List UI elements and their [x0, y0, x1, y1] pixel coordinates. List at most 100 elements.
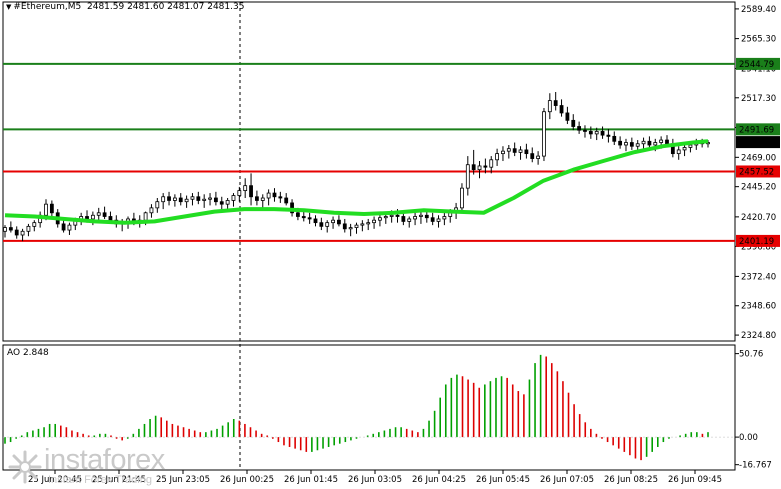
instaforex-logo-icon [8, 450, 42, 484]
y-tick-label: 2469.00 [741, 153, 776, 163]
ohlc-readout: 2481.59 2481.60 2481.07 2481.35 [87, 2, 245, 12]
candle-body [600, 131, 605, 136]
y-tick-label: 2517.30 [741, 94, 776, 104]
y-tick-label: 2372.40 [741, 272, 776, 282]
candle-body [430, 217, 435, 222]
candle-body [401, 216, 406, 222]
candle-body [161, 196, 166, 203]
y-tick-label: 2348.60 [741, 302, 776, 312]
oscillator-title: AO 2.848 [7, 348, 49, 358]
candle-body [489, 159, 494, 168]
x-tick-label: 26 Jun 00:25 [220, 475, 274, 485]
candle-body [167, 196, 171, 201]
watermark: instaforex Instant Forex Trading [8, 444, 180, 488]
oscillator-pane-frame [2, 344, 736, 471]
candle-body [348, 227, 353, 230]
price-level-tag [736, 165, 780, 178]
candle-body [583, 129, 587, 132]
candle-body [278, 196, 283, 199]
watermark-brand: instaforex [44, 444, 165, 476]
candle-body [501, 150, 505, 155]
candle-body [313, 218, 318, 224]
price-level-label: 2457.52 [739, 167, 774, 177]
x-tick-label: 26 Jun 07:05 [540, 475, 594, 485]
candle-body [606, 134, 611, 137]
candle-body [588, 131, 593, 135]
candle-body [389, 214, 394, 217]
candle-body [354, 224, 359, 228]
candle-body [243, 185, 248, 192]
candle-body [61, 223, 66, 231]
candle-body [44, 203, 48, 216]
candle-body [682, 147, 687, 151]
candle-body [143, 212, 148, 221]
candle-body [202, 198, 207, 201]
candle-body [67, 224, 72, 231]
ao-y-tick-label: 50.76 [739, 350, 763, 360]
candle-body [184, 198, 189, 203]
candle-body [90, 214, 95, 220]
candle-body [530, 153, 535, 159]
candle-body [524, 149, 529, 155]
x-tick-label: 26 Jun 09:45 [668, 475, 722, 485]
candle-body [665, 139, 669, 145]
current-price-tag [736, 136, 780, 149]
candle-body [225, 200, 230, 205]
candle-body [272, 192, 277, 198]
candle-body [612, 135, 617, 142]
candle-body [424, 214, 429, 219]
y-tick-label: 2589.40 [741, 5, 776, 15]
candle-body [213, 197, 218, 203]
candle-body [331, 219, 335, 224]
candle-body [26, 225, 31, 232]
x-tick-label: 25 Jun 21:45 [92, 475, 146, 485]
candle-body [413, 216, 417, 220]
candle-body [249, 185, 253, 198]
candle-body [506, 148, 511, 152]
price-level-label: 2491.69 [739, 125, 774, 135]
y-tick-label: 2324.80 [741, 331, 776, 341]
candle-body [565, 112, 570, 121]
candle-body [342, 223, 347, 230]
moving-average-line [4, 139, 709, 225]
candle-body [419, 214, 423, 217]
candle-body [547, 100, 552, 113]
candle-body [108, 216, 113, 221]
candle-body [237, 190, 242, 196]
y-tick-label: 2420.70 [741, 213, 776, 223]
candle-body [32, 222, 37, 227]
candle-body [688, 144, 693, 148]
ao-y-tick-label: 0.00 [739, 433, 758, 443]
price-level-label: 2544.79 [739, 60, 774, 70]
candle-body [20, 230, 25, 236]
candle-body [542, 111, 546, 157]
candle-body [284, 197, 289, 204]
candle-body [641, 140, 646, 145]
candle-body [325, 222, 330, 227]
candle-body [372, 219, 376, 224]
candle-body [465, 164, 470, 189]
x-tick-label: 25 Jun 23:05 [156, 475, 210, 485]
candle-body [594, 131, 599, 135]
x-tick-label: 26 Jun 05:45 [476, 475, 530, 485]
candle-body [676, 149, 681, 155]
candle-body [512, 148, 517, 153]
dropdown-arrow-icon[interactable]: ▼ [6, 3, 12, 11]
candle-body [366, 222, 371, 225]
x-tick-label: 26 Jun 04:25 [412, 475, 466, 485]
candle-body [618, 140, 623, 146]
candle-body [190, 196, 195, 200]
candle-body [635, 143, 640, 147]
ao-bars-group [4, 354, 709, 461]
ao-y-tick-label: -16.767 [739, 461, 772, 471]
candle-body [407, 218, 412, 222]
candle-body [8, 227, 13, 231]
candle-body [460, 187, 464, 209]
candle-body [553, 100, 558, 106]
candle-body [102, 212, 107, 217]
x-tick-label: 26 Jun 03:05 [348, 475, 402, 485]
candle-body [301, 216, 306, 219]
x-tick-label: 26 Jun 08:25 [604, 475, 658, 485]
